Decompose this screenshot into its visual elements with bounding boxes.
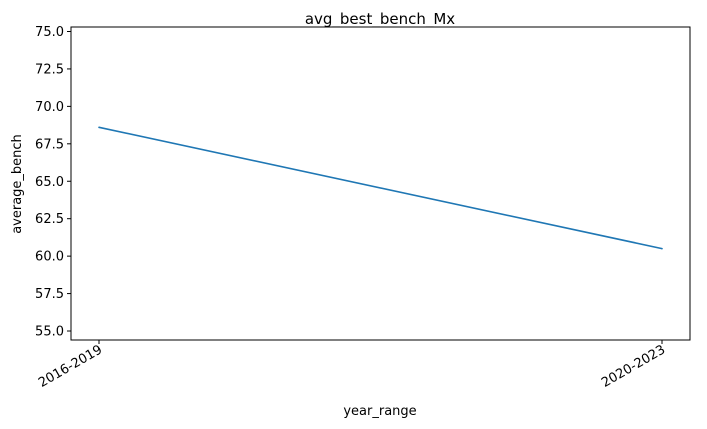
y-tick-label: 60.0: [35, 250, 64, 265]
y-tick-label: 75.0: [35, 25, 64, 40]
data-point: [661, 247, 663, 250]
y-tick-label: 55.0: [35, 325, 64, 340]
chart-title: avg_best_bench_Mx: [305, 10, 455, 29]
series-group: [98, 126, 663, 250]
y-tick-label: 65.0: [35, 175, 64, 190]
y-tick-label: 67.5: [35, 137, 64, 152]
series-line: [98, 126, 663, 250]
plot-area-frame: [70, 26, 691, 341]
data-point: [98, 126, 100, 129]
y-tick-label: 70.0: [35, 100, 64, 115]
y-axis-label: average_bench: [10, 134, 25, 234]
x-axis-label: year_range: [343, 404, 416, 419]
y-tick-label: 72.5: [35, 62, 64, 77]
y-tick-label: 57.5: [35, 287, 64, 302]
y-axis-ticks: 55.0 57.5 60.0 62.5 65.0 67.5 70.0 72.5 75.0: [35, 25, 71, 340]
y-tick-label: 62.5: [35, 212, 64, 227]
